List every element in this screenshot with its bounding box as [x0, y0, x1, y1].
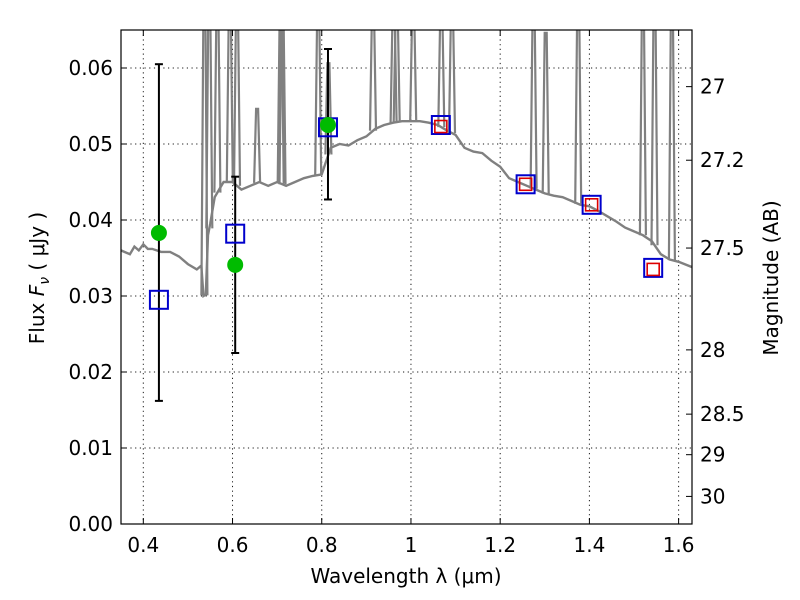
y-tick-label: 0.04 [68, 208, 113, 232]
y-axis-title-prefix: Flux [25, 296, 49, 344]
emission-line [314, 30, 323, 176]
y2-tick-label: 28 [700, 338, 725, 362]
emission-line [225, 30, 234, 183]
x-tick-label: 1.6 [663, 533, 695, 557]
model-point [584, 198, 599, 212]
emission-line [276, 30, 285, 184]
emission-line [392, 30, 401, 123]
emission-line [667, 30, 676, 261]
model-point [646, 262, 660, 277]
emission-line [437, 30, 446, 128]
y2-tick-label: 27 [700, 75, 725, 99]
plot-area [121, 30, 692, 402]
emission-line [205, 30, 214, 229]
emission-line [213, 30, 222, 193]
x-axis-title: Wavelength λ (μm) [310, 564, 501, 588]
green-point [150, 224, 167, 241]
emission-line [232, 30, 242, 186]
observed-point [643, 257, 664, 278]
y2-tick-label: 29 [700, 443, 725, 467]
spectrum-line [121, 120, 692, 299]
emission-line [574, 30, 583, 204]
x-tick-label: 1 [405, 533, 418, 557]
y-axis-title-symbol: F [25, 284, 49, 296]
y-axis-title: Flux Fν ( μJy ) [25, 212, 53, 344]
y2-tick-label: 28.5 [700, 402, 745, 426]
y2-tick-label: 27.5 [700, 236, 745, 260]
model-point [434, 119, 448, 134]
x-tick-label: 1.2 [484, 533, 516, 557]
y-tick-label: 0.00 [68, 512, 113, 536]
axis-ticks: 0.4 0.6 0.8 1 1.2 1.4 1.6 0.00 0.01 0.02 0.03 0.04 0… [68, 30, 745, 557]
emission-line [529, 30, 538, 189]
axes-frame [120, 29, 693, 525]
observed-point [225, 223, 246, 244]
y-tick-label: 0.02 [68, 360, 113, 384]
y-axis-title-subscript: ν [37, 277, 53, 285]
observed-point [515, 174, 536, 195]
observed-point [581, 194, 602, 215]
emission-line [368, 30, 378, 131]
emission-line [541, 31, 550, 194]
y-tick-label: 0.06 [68, 56, 113, 80]
emission-line [253, 107, 262, 183]
y-tick-label: 0.05 [68, 132, 113, 156]
y-tick-label: 0.01 [68, 436, 113, 460]
y-tick-label: 0.03 [68, 284, 113, 308]
emission-line [447, 30, 457, 134]
x-tick-label: 1.4 [573, 533, 605, 557]
emission-line [650, 30, 659, 246]
x-tick-label: 0.8 [306, 533, 338, 557]
emission-line [409, 30, 418, 122]
model-point [518, 177, 533, 192]
observed-point [430, 115, 451, 135]
y2-tick-label: 27.2 [700, 148, 745, 172]
y-axis-title-suffix: ( μJy ) [25, 212, 49, 277]
green-point [227, 256, 244, 273]
y2-tick-label: 30 [700, 484, 725, 508]
emission-line [278, 30, 287, 185]
observed-point [148, 289, 169, 310]
y2-axis-title: Magnitude (AB) [759, 200, 783, 355]
emission-line [638, 30, 647, 236]
x-tick-label: 0.4 [127, 533, 159, 557]
x-tick-label: 0.6 [217, 533, 249, 557]
green-point [319, 117, 336, 133]
